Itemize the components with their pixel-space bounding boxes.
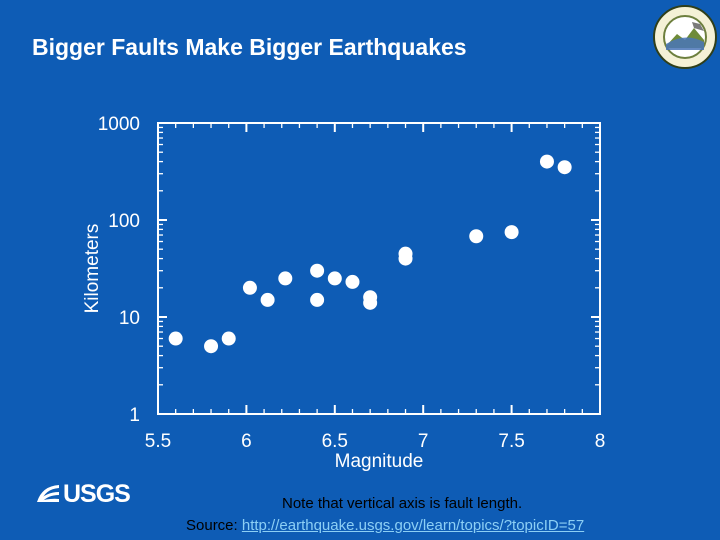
usgs-logo: USGS <box>36 479 131 508</box>
y-tick-label: 100 <box>108 211 140 232</box>
x-axis-title: Magnitude <box>335 451 424 472</box>
data-point <box>398 251 413 266</box>
source-link[interactable]: http://earthquake.usgs.gov/learn/topics/… <box>241 517 585 534</box>
data-point <box>242 280 257 295</box>
data-point <box>204 339 219 354</box>
plot-frame <box>157 122 601 415</box>
data-point <box>327 271 342 286</box>
scatter-chart: 5.5 6 6.5 7 7.5 8 1 10 100 1000 Magnitude Kilometer… <box>82 114 605 472</box>
y-tick-label: 10 <box>119 308 140 329</box>
data-point <box>539 154 554 169</box>
data-point <box>168 331 183 346</box>
data-point <box>469 229 484 244</box>
note-text: Note that vertical axis is fault length. <box>282 495 523 512</box>
data-point <box>278 271 293 286</box>
axis-labels: 5.5 6 6.5 7 7.5 8 1 10 100 1000 Magnitude Kilometer… <box>82 114 605 472</box>
x-tick-label: 6.5 <box>322 431 348 452</box>
y-tick-label: 1000 <box>98 114 140 135</box>
usgs-logo-icon <box>37 485 59 502</box>
plot-border <box>157 122 601 415</box>
usgs-logo-text: USGS <box>63 479 131 508</box>
data-points <box>168 154 572 354</box>
data-point <box>310 292 325 307</box>
agency-seal-icon <box>653 5 717 69</box>
x-tick-label: 5.5 <box>145 431 171 452</box>
y-tick-label: 1 <box>129 405 140 426</box>
data-point <box>363 295 378 310</box>
data-point <box>345 274 360 289</box>
source-line: Source: http://earthquake.usgs.gov/learn… <box>186 517 584 534</box>
source-label: Source: <box>186 517 238 534</box>
data-point <box>557 160 572 175</box>
x-tick-label: 7.5 <box>498 431 524 452</box>
slide-title: Bigger Faults Make Bigger Earthquakes <box>32 34 467 60</box>
y-axis-title: Kilometers <box>82 224 103 314</box>
axis-ticks <box>157 123 601 415</box>
data-point <box>310 263 325 278</box>
x-tick-label: 7 <box>418 431 429 452</box>
x-tick-label: 6 <box>241 431 252 452</box>
data-point <box>221 331 236 346</box>
data-point <box>260 292 275 307</box>
data-point <box>504 225 519 240</box>
x-tick-label: 8 <box>595 431 606 452</box>
